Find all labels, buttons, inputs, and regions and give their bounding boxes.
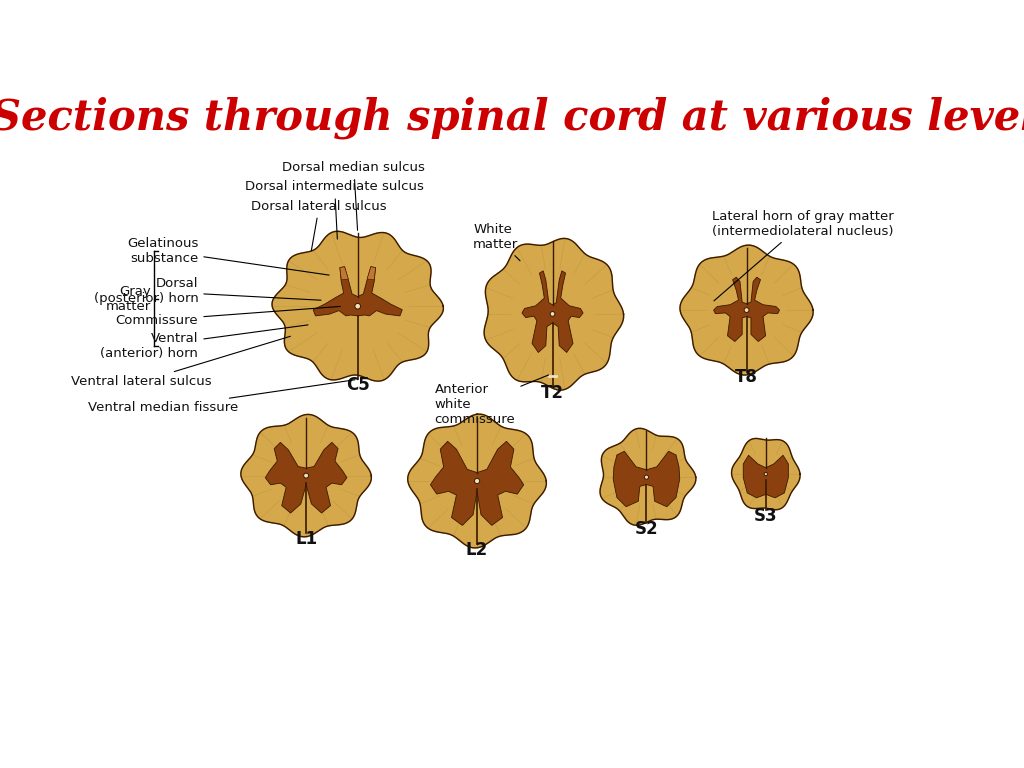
Text: Commissure: Commissure [116,306,340,326]
Text: T2: T2 [541,384,564,402]
Text: S3: S3 [754,507,777,525]
Polygon shape [680,245,813,375]
Polygon shape [367,266,376,280]
Polygon shape [600,429,696,525]
Circle shape [644,475,648,479]
Polygon shape [731,439,800,510]
Text: White
matter: White matter [473,223,520,261]
Polygon shape [241,415,372,537]
Text: Ventral median fissure: Ventral median fissure [88,379,355,415]
Polygon shape [408,414,547,548]
Text: Ventral lateral sulcus: Ventral lateral sulcus [71,336,291,388]
Text: Anterior
white
commissure: Anterior white commissure [435,375,549,426]
Polygon shape [340,266,348,280]
Polygon shape [484,238,624,390]
Text: C5: C5 [346,376,370,394]
Text: Gelatinous
substance: Gelatinous substance [127,237,329,275]
Text: Dorsal
(posterior) horn: Dorsal (posterior) horn [93,276,321,305]
Circle shape [304,473,308,478]
Polygon shape [272,231,443,381]
Polygon shape [743,455,788,498]
Circle shape [474,478,479,484]
Polygon shape [714,277,779,342]
Text: Dorsal median sulcus: Dorsal median sulcus [283,161,425,230]
Text: L2: L2 [466,541,488,559]
Text: Lateral horn of gray matter
(intermediolateral nucleus): Lateral horn of gray matter (intermediol… [712,210,894,301]
Circle shape [764,472,767,475]
Text: S2: S2 [635,520,658,538]
Text: T8: T8 [735,369,758,386]
Polygon shape [313,266,402,316]
Polygon shape [430,442,523,525]
Circle shape [550,312,555,316]
Polygon shape [265,442,347,513]
Text: Gray
matter: Gray matter [105,284,151,313]
Text: L1: L1 [295,530,317,548]
Text: Sections through spinal cord at various levels: Sections through spinal cord at various … [0,96,1024,139]
Circle shape [744,308,749,313]
Text: Ventral
(anterior) horn: Ventral (anterior) horn [100,325,308,360]
Polygon shape [613,452,680,507]
Polygon shape [522,271,583,353]
Circle shape [355,303,360,309]
Text: Dorsal intermediate sulcus: Dorsal intermediate sulcus [245,180,424,239]
Text: Dorsal lateral sulcus: Dorsal lateral sulcus [252,200,387,251]
